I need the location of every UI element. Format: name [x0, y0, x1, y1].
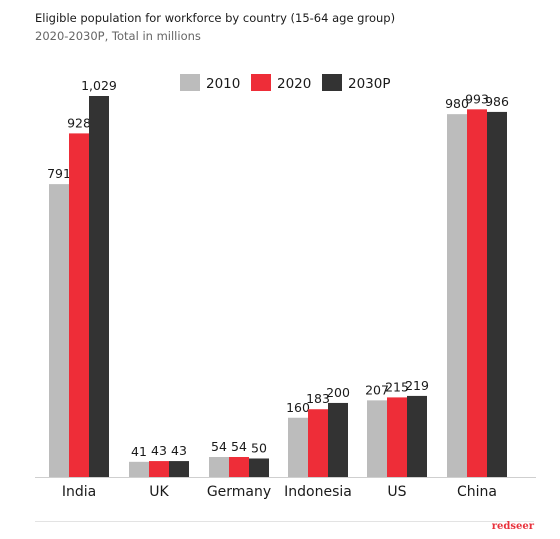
bar-indonesia-2010	[288, 417, 308, 477]
bar-germany-2010	[209, 457, 229, 477]
legend-label-2030p: 2030P	[348, 76, 391, 92]
x-tick-label-uk: UK	[149, 484, 169, 500]
bar-india-2010	[49, 184, 69, 478]
data-label-indonesia-2010: 160	[286, 400, 310, 415]
data-label-china-2020: 993	[465, 91, 489, 106]
x-tick-label-germany: Germany	[207, 484, 271, 500]
legend-swatch-2030p	[322, 74, 342, 91]
legend-swatch-2020	[251, 74, 271, 91]
data-label-uk-2030p: 43	[171, 443, 187, 458]
x-tick-label-china: China	[457, 484, 497, 500]
data-label-germany-2030p: 50	[251, 440, 267, 455]
x-tick-label-indonesia: Indonesia	[284, 484, 352, 500]
legend-label-2020: 2020	[277, 76, 311, 92]
bar-india-2020	[69, 133, 89, 478]
data-label-uk-2020: 43	[151, 443, 167, 458]
x-tick-label-us: US	[387, 484, 406, 500]
bar-china-2020	[467, 109, 487, 478]
legend-swatch-2010	[180, 74, 200, 91]
data-label-indonesia-2020: 183	[306, 391, 330, 406]
bar-uk-2030p	[169, 461, 189, 477]
data-label-germany-2010: 54	[211, 439, 227, 454]
data-label-germany-2020: 54	[231, 439, 247, 454]
data-label-india-2030p: 1,029	[81, 78, 117, 93]
data-label-us-2010: 207	[365, 382, 389, 397]
brand-logo: redseer	[491, 521, 534, 532]
bar-indonesia-2020	[308, 409, 328, 477]
bar-germany-2020	[229, 457, 249, 477]
bar-us-2010	[367, 400, 387, 477]
chart-subtitle: 2020-2030P, Total in millions	[35, 29, 201, 43]
data-label-india-2010: 791	[47, 166, 71, 181]
bar-indonesia-2030p	[328, 402, 348, 477]
bar-us-2030p	[407, 395, 427, 477]
data-label-india-2020: 928	[67, 115, 91, 130]
data-label-indonesia-2030p: 200	[326, 385, 350, 400]
bar-germany-2030p	[249, 458, 269, 477]
bar-us-2020	[387, 397, 407, 477]
data-label-us-2030p: 219	[405, 378, 429, 393]
bar-uk-2010	[129, 461, 149, 477]
bar-uk-2020	[149, 461, 169, 477]
data-label-us-2020: 215	[385, 379, 409, 394]
data-label-china-2030p: 986	[485, 94, 509, 109]
bar-china-2030p	[487, 111, 507, 478]
bar-china-2010	[447, 114, 467, 478]
data-label-uk-2010: 41	[131, 444, 147, 459]
footer-divider	[35, 521, 534, 522]
bar-india-2030p	[89, 96, 109, 477]
chart-title: Eligible population for workforce by cou…	[35, 11, 396, 25]
data-label-china-2010: 980	[445, 96, 469, 111]
x-tick-label-india: India	[62, 484, 96, 500]
legend-label-2010: 2010	[206, 76, 240, 92]
